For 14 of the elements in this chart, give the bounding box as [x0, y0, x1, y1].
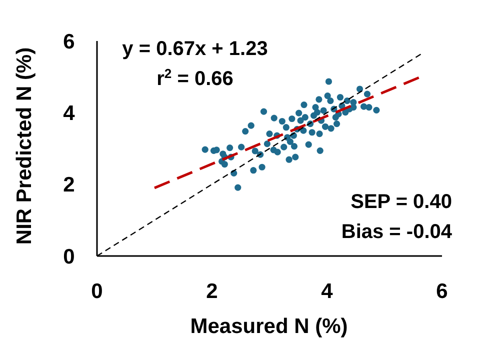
- y-axis-title: NIR Predicted N (%): [13, 47, 36, 245]
- annotation: SEP = 0.40: [350, 191, 452, 213]
- y-tick-label: 6: [63, 30, 75, 54]
- y-tick-label: 0: [63, 245, 75, 268]
- annotation: r$^{2}$ = 0.66: [156, 66, 234, 90]
- y-tick-label: 4: [63, 102, 76, 126]
- y-tick-label: 2: [63, 174, 75, 197]
- annotation: Bias = -0.04: [341, 221, 453, 243]
- x-axis-title: Measured N (%): [190, 315, 348, 338]
- x-tick-label: 2: [206, 280, 218, 303]
- x-tick-label: 0: [91, 280, 103, 303]
- annotation: y = 0.67x + 1.23: [122, 38, 268, 60]
- x-tick-label: 4: [321, 280, 334, 303]
- x-tick-label: 6: [436, 280, 448, 303]
